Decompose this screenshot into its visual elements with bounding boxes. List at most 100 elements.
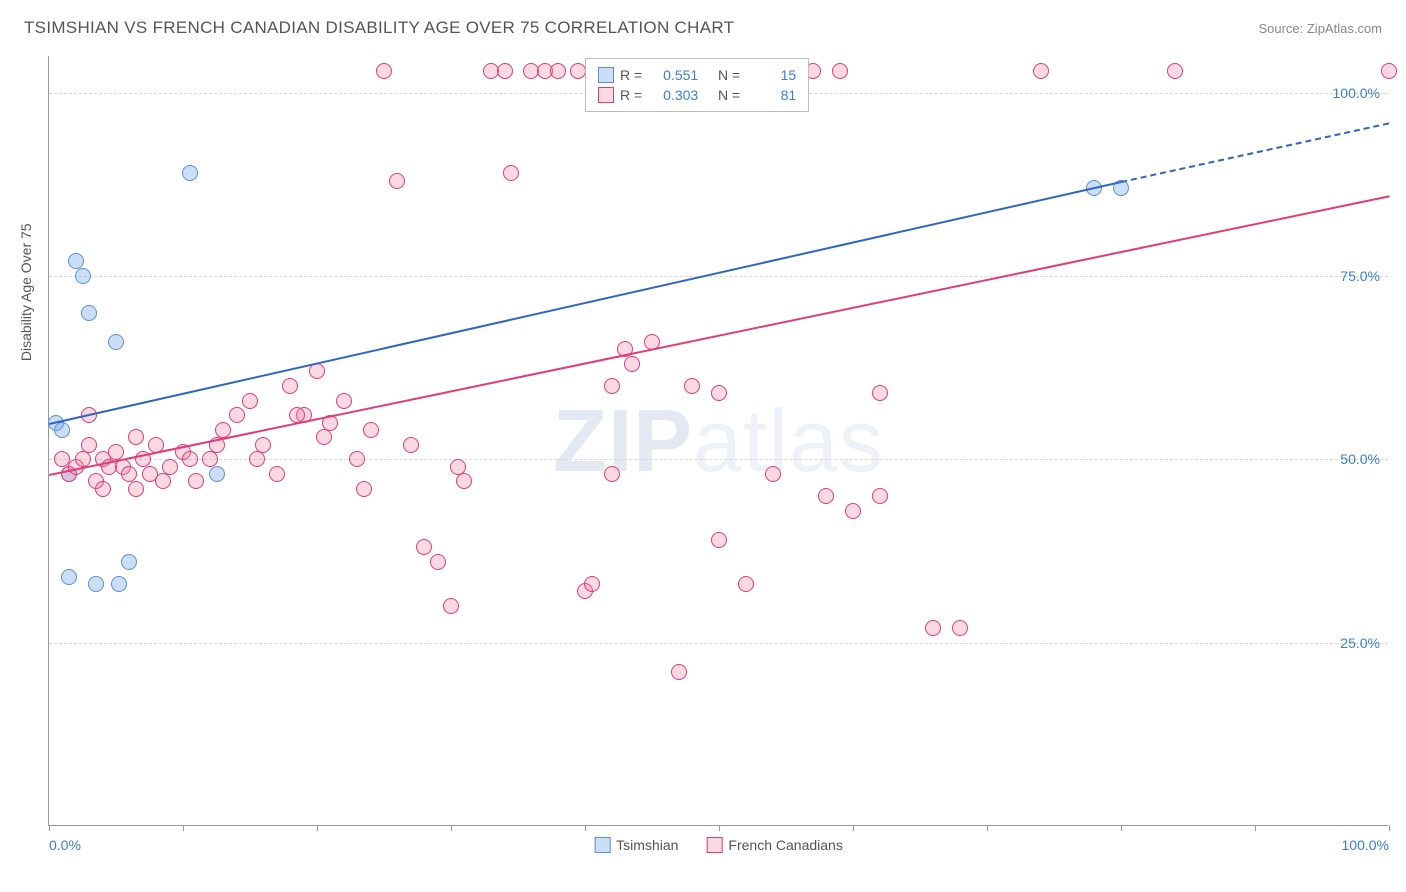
y-axis-label: Disability Age Over 75 [18,223,34,361]
scatter-point-tsimshian [121,554,137,570]
scatter-point-french [95,481,111,497]
r-label: R = [620,87,642,103]
x-tick-label: 100.0% [1342,837,1389,853]
x-tick [1389,825,1390,831]
scatter-point-french [363,422,379,438]
r-value: 0.303 [648,87,698,103]
scatter-point-french [229,407,245,423]
x-tick [987,825,988,831]
scatter-point-french [121,466,137,482]
scatter-point-french [497,63,513,79]
scatter-point-french [128,481,144,497]
legend-item: French Canadians [706,837,842,853]
n-label: N = [718,87,740,103]
scatter-point-french [376,63,392,79]
source-label: Source: ZipAtlas.com [1258,21,1382,36]
scatter-point-french [443,598,459,614]
scatter-point-french [1033,63,1049,79]
scatter-point-french [872,385,888,401]
legend-swatch [594,837,610,853]
trend-line [49,181,1121,425]
scatter-point-french [570,63,586,79]
scatter-point-french [450,459,466,475]
scatter-point-french [1381,63,1397,79]
x-tick [585,825,586,831]
scatter-point-french [202,451,218,467]
scatter-point-french [738,576,754,592]
scatter-point-french [711,385,727,401]
scatter-point-tsimshian [108,334,124,350]
n-value: 15 [746,67,796,83]
scatter-point-tsimshian [88,576,104,592]
watermark: ZIPatlas [553,390,884,492]
x-tick [451,825,452,831]
scatter-point-french [349,451,365,467]
scatter-point-tsimshian [68,253,84,269]
scatter-point-french [249,451,265,467]
scatter-point-french [336,393,352,409]
legend-item: Tsimshian [594,837,678,853]
scatter-point-french [242,393,258,409]
scatter-point-tsimshian [182,165,198,181]
y-tick-label: 25.0% [1340,635,1380,651]
x-tick [49,825,50,831]
scatter-point-french [503,165,519,181]
x-tick [183,825,184,831]
trend-line [49,195,1389,476]
x-tick [853,825,854,831]
watermark-bold: ZIP [553,391,693,490]
y-tick-label: 50.0% [1340,451,1380,467]
scatter-point-french [430,554,446,570]
scatter-point-french [416,539,432,555]
scatter-point-french [403,437,419,453]
scatter-point-french [684,378,700,394]
scatter-point-french [1167,63,1183,79]
scatter-point-french [845,503,861,519]
scatter-point-french [765,466,781,482]
legend-swatch [598,87,614,103]
scatter-point-french [128,429,144,445]
scatter-point-french [925,620,941,636]
chart-plot-area: ZIPatlas 25.0%50.0%75.0%100.0%0.0%100.0%… [48,56,1388,826]
y-tick-label: 75.0% [1340,268,1380,284]
n-label: N = [718,67,740,83]
y-tick-label: 100.0% [1333,85,1380,101]
scatter-point-french [188,473,204,489]
legend-swatch [706,837,722,853]
scatter-point-french [818,488,834,504]
series-legend: Tsimshian French Canadians [594,837,843,853]
x-tick [719,825,720,831]
scatter-point-french [711,532,727,548]
chart-title: TSIMSHIAN VS FRENCH CANADIAN DISABILITY … [24,18,734,38]
legend-label: French Canadians [728,837,842,853]
scatter-point-french [81,437,97,453]
legend-swatch [598,67,614,83]
gridline [49,643,1388,644]
scatter-point-french [282,378,298,394]
watermark-light: atlas [693,391,884,490]
scatter-point-french [356,481,372,497]
scatter-point-french [162,459,178,475]
legend-row: R =0.303 N =81 [598,85,796,105]
scatter-point-french [389,173,405,189]
trend-line [1121,122,1389,183]
title-bar: TSIMSHIAN VS FRENCH CANADIAN DISABILITY … [0,0,1406,46]
scatter-point-french [671,664,687,680]
x-tick [317,825,318,831]
scatter-point-french [872,488,888,504]
scatter-point-french [584,576,600,592]
scatter-point-french [550,63,566,79]
scatter-point-french [832,63,848,79]
r-value: 0.551 [648,67,698,83]
scatter-point-french [624,356,640,372]
legend-label: Tsimshian [616,837,678,853]
r-label: R = [620,67,642,83]
x-tick-label: 0.0% [49,837,81,853]
scatter-point-french [155,473,171,489]
scatter-point-tsimshian [75,268,91,284]
scatter-point-tsimshian [54,422,70,438]
scatter-point-french [182,451,198,467]
scatter-point-tsimshian [61,569,77,585]
scatter-point-tsimshian [111,576,127,592]
scatter-point-french [255,437,271,453]
